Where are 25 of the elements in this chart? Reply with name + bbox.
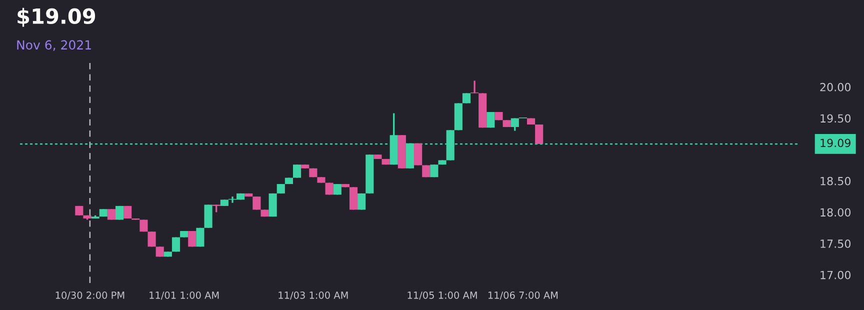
candlestick bbox=[188, 230, 196, 248]
x-tick-label: 10/30 2:00 PM bbox=[56, 292, 124, 300]
y-tick-label: 19.50 bbox=[820, 114, 851, 123]
x-tick-label: 11/01 1:00 AM bbox=[150, 292, 219, 300]
candlestick bbox=[349, 186, 358, 211]
y-tick-label: 18.50 bbox=[820, 176, 851, 186]
candlestick bbox=[293, 164, 302, 179]
candlestick bbox=[276, 183, 285, 194]
candlestick bbox=[510, 117, 519, 132]
candlestick bbox=[124, 205, 132, 220]
y-tick-label: 20.00 bbox=[820, 82, 851, 92]
y-tick-label: 17.00 bbox=[820, 270, 851, 280]
x-tick-label: 11/05 1:00 AM bbox=[408, 292, 477, 300]
x-tick-label: 11/03 1:00 AM bbox=[278, 292, 348, 300]
candlestick bbox=[204, 204, 212, 229]
chart-subtitle: Nov 6, 2021 bbox=[17, 40, 91, 51]
chart-title: $19.09 bbox=[18, 8, 96, 27]
ref-line-label: 19.09 bbox=[820, 138, 850, 148]
candlestick bbox=[535, 124, 544, 145]
x-tick-label: 11/06 7:00 AM bbox=[488, 292, 558, 300]
y-tick-label: 18.00 bbox=[820, 208, 851, 217]
candlestick bbox=[252, 196, 261, 211]
candlestick bbox=[148, 230, 156, 248]
y-tick-label: 17.50 bbox=[820, 240, 851, 248]
candlestick bbox=[430, 164, 438, 178]
